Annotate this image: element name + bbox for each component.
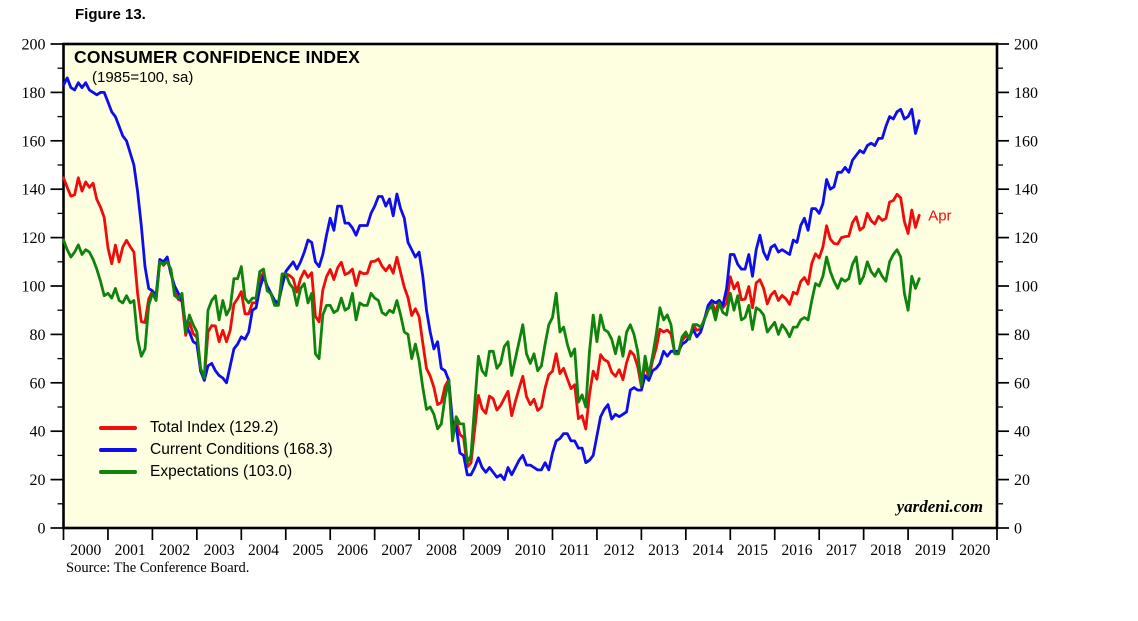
legend-item-current-conditions: Current Conditions (168.3) [99,439,333,461]
svg-text:180: 180 [22,85,46,102]
legend-item-expectations: Expectations (103.0) [99,461,333,483]
svg-text:140: 140 [22,182,46,199]
chart-subtitle: (1985=100, sa) [92,69,194,86]
source-note: Source: The Conference Board. [66,560,250,576]
expectations-line-swatch [99,470,137,474]
svg-text:2012: 2012 [604,542,635,559]
svg-text:160: 160 [1014,133,1038,150]
figure-label: Figure 13. [75,6,146,23]
svg-text:140: 140 [1014,182,1038,199]
svg-text:60: 60 [30,375,46,392]
chart-title: CONSUMER CONFIDENCE INDEX [74,47,360,67]
apr-annotation: Apr [928,207,951,224]
svg-text:2002: 2002 [159,542,190,559]
svg-text:180: 180 [1014,85,1038,102]
total-index-line-swatch [99,426,137,430]
svg-text:80: 80 [30,327,46,344]
svg-text:2007: 2007 [381,542,412,559]
svg-text:2014: 2014 [693,542,724,559]
svg-text:2019: 2019 [915,542,946,559]
svg-text:2004: 2004 [248,542,279,559]
svg-text:80: 80 [1014,327,1030,344]
svg-text:2016: 2016 [781,542,812,559]
svg-text:160: 160 [22,133,46,150]
svg-text:100: 100 [1014,279,1038,296]
legend-label-current-conditions: Current Conditions (168.3) [150,441,333,458]
svg-text:40: 40 [30,424,46,441]
svg-text:2009: 2009 [470,542,501,559]
svg-text:40: 40 [1014,424,1030,441]
svg-text:20: 20 [1014,472,1030,489]
legend-label-expectations: Expectations (103.0) [150,463,293,480]
svg-text:20: 20 [30,472,46,489]
svg-text:0: 0 [1014,521,1022,538]
svg-text:2001: 2001 [115,542,146,559]
svg-text:2015: 2015 [737,542,768,559]
svg-text:2010: 2010 [515,542,546,559]
legend: Total Index (129.2) Current Conditions (… [99,417,333,483]
yardeni-watermark: yardeni.com [896,497,983,516]
legend-label-total-index: Total Index (129.2) [150,419,279,436]
current-conditions-line-swatch [99,448,137,452]
series-line-current-conditions [62,76,921,482]
svg-text:200: 200 [1014,37,1038,54]
svg-text:2003: 2003 [204,542,235,559]
svg-text:2017: 2017 [826,542,857,559]
svg-text:2000: 2000 [70,542,101,559]
svg-text:2018: 2018 [870,542,901,559]
svg-text:60: 60 [1014,375,1030,392]
svg-text:120: 120 [22,230,46,247]
svg-text:120: 120 [1014,230,1038,247]
svg-text:2006: 2006 [337,542,368,559]
plot-area [62,42,999,530]
legend-item-total-index: Total Index (129.2) [99,417,333,439]
svg-text:2020: 2020 [959,542,990,559]
svg-text:2013: 2013 [648,542,679,559]
svg-text:100: 100 [22,279,46,296]
series-line-expectations [62,238,921,465]
svg-text:2005: 2005 [292,542,323,559]
svg-text:200: 200 [22,37,46,54]
svg-text:2011: 2011 [559,542,589,559]
svg-text:2008: 2008 [426,542,457,559]
svg-text:0: 0 [38,521,46,538]
